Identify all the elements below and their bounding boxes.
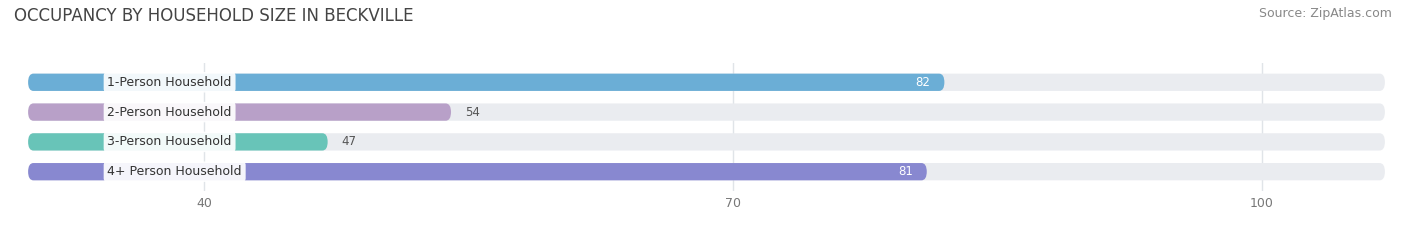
- Text: 47: 47: [342, 135, 357, 148]
- Text: 54: 54: [465, 106, 479, 119]
- FancyBboxPatch shape: [28, 163, 927, 180]
- FancyBboxPatch shape: [28, 163, 1385, 180]
- Text: 4+ Person Household: 4+ Person Household: [107, 165, 242, 178]
- FancyBboxPatch shape: [28, 133, 328, 151]
- FancyBboxPatch shape: [28, 74, 945, 91]
- Text: 2-Person Household: 2-Person Household: [107, 106, 232, 119]
- Text: OCCUPANCY BY HOUSEHOLD SIZE IN BECKVILLE: OCCUPANCY BY HOUSEHOLD SIZE IN BECKVILLE: [14, 7, 413, 25]
- Text: 3-Person Household: 3-Person Household: [107, 135, 232, 148]
- Text: 1-Person Household: 1-Person Household: [107, 76, 232, 89]
- FancyBboxPatch shape: [28, 103, 1385, 121]
- FancyBboxPatch shape: [28, 74, 1385, 91]
- FancyBboxPatch shape: [28, 103, 451, 121]
- Text: 82: 82: [915, 76, 931, 89]
- FancyBboxPatch shape: [28, 133, 1385, 151]
- Text: 81: 81: [898, 165, 912, 178]
- Text: Source: ZipAtlas.com: Source: ZipAtlas.com: [1258, 7, 1392, 20]
